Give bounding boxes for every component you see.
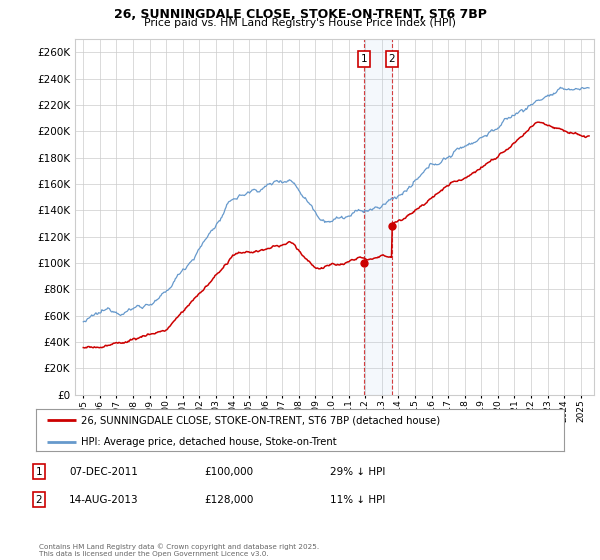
Text: Price paid vs. HM Land Registry's House Price Index (HPI): Price paid vs. HM Land Registry's House … [144,18,456,28]
Text: HPI: Average price, detached house, Stoke-on-Trent: HPI: Average price, detached house, Stok… [81,437,337,446]
Text: 2: 2 [35,494,43,505]
Text: 29% ↓ HPI: 29% ↓ HPI [330,466,385,477]
Text: 26, SUNNINGDALE CLOSE, STOKE-ON-TRENT, ST6 7BP (detached house): 26, SUNNINGDALE CLOSE, STOKE-ON-TRENT, S… [81,415,440,425]
Text: 07-DEC-2011: 07-DEC-2011 [69,466,138,477]
Bar [364,39,392,395]
Text: £100,000: £100,000 [204,466,253,477]
Text: 1: 1 [361,54,367,64]
Text: £128,000: £128,000 [204,494,253,505]
Text: 11% ↓ HPI: 11% ↓ HPI [330,494,385,505]
Text: Contains HM Land Registry data © Crown copyright and database right 2025.
This d: Contains HM Land Registry data © Crown c… [39,544,319,557]
Text: 1: 1 [35,466,43,477]
Text: 14-AUG-2013: 14-AUG-2013 [69,494,139,505]
Text: 2: 2 [389,54,395,64]
Text: 26, SUNNINGDALE CLOSE, STOKE-ON-TRENT, ST6 7BP: 26, SUNNINGDALE CLOSE, STOKE-ON-TRENT, S… [113,8,487,21]
